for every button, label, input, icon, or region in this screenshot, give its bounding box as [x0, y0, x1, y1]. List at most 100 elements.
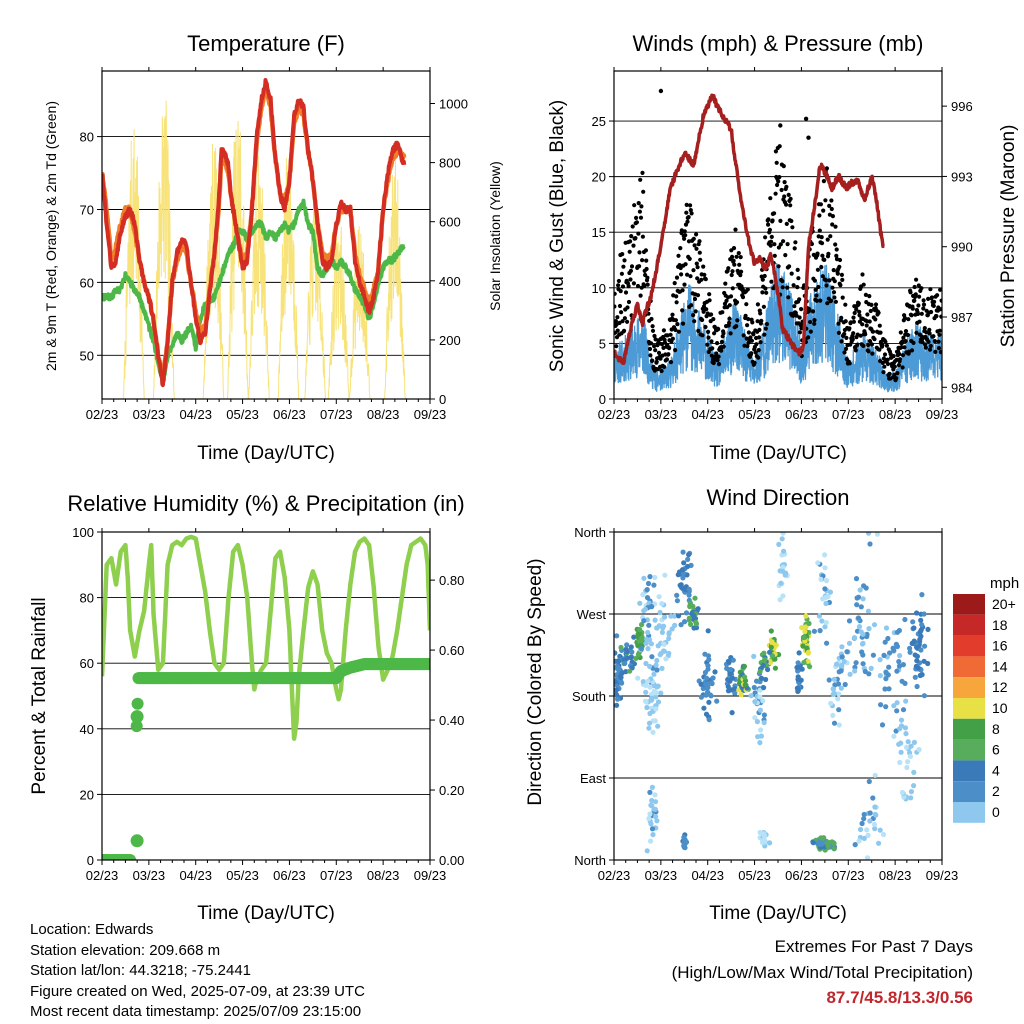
gust-point: [782, 194, 787, 199]
direction-point: [872, 772, 878, 779]
direction-point: [646, 815, 652, 822]
direction-point: [801, 659, 807, 666]
gust-point: [914, 330, 919, 335]
direction-point: [614, 633, 620, 639]
direction-point: [908, 795, 914, 801]
gust-point: [781, 164, 786, 169]
gust-point: [727, 316, 732, 321]
gust-point: [764, 322, 770, 327]
gust-point: [734, 324, 739, 329]
x-tick-label: 06/23: [273, 407, 306, 422]
direction-point: [652, 617, 658, 623]
direction-point: [655, 723, 661, 729]
gust-point: [797, 297, 802, 302]
direction-point: [641, 618, 647, 624]
colorbar-label: 20+: [992, 596, 1016, 612]
latlon-text: Station lat/lon: 44.3218; -75.2441: [30, 962, 252, 979]
gust-point: [895, 371, 900, 376]
gust-point: [691, 313, 696, 318]
gust-point: [705, 342, 710, 347]
direction-point: [899, 789, 906, 796]
gust-point: [619, 310, 624, 315]
gust-point: [674, 294, 679, 299]
gust-point: [837, 264, 842, 269]
gust-point: [649, 316, 654, 322]
gust-point: [695, 293, 701, 298]
gust-point: [853, 348, 858, 353]
gust-point: [703, 277, 708, 282]
direction-point: [708, 693, 714, 699]
gust-point: [815, 267, 821, 272]
direction-point: [915, 665, 921, 671]
direction-point: [617, 653, 623, 659]
gust-point: [673, 327, 678, 333]
direction-point: [690, 612, 696, 618]
gust-point: [926, 296, 931, 301]
gust-point: [776, 179, 781, 184]
gust-point: [844, 335, 849, 340]
gust-point: [673, 318, 679, 323]
direction-point: [864, 855, 871, 860]
gust-point: [728, 331, 733, 336]
gust-point: [869, 302, 874, 307]
direction-point: [678, 622, 684, 628]
direction-point: [780, 593, 786, 599]
gust-point: [897, 352, 902, 357]
gust-point: [664, 357, 670, 362]
gust-point: [614, 304, 617, 309]
gust-point: [628, 277, 633, 282]
humidity-ylabel-left: Percent & Total Rainfall: [29, 597, 50, 794]
direction-point: [644, 587, 650, 593]
gust-point: [863, 292, 869, 297]
direction-panel: Wind Direction Direction (Colored By Spe…: [525, 485, 1019, 924]
colorbar-label: 18: [992, 617, 1008, 633]
direction-point: [698, 681, 704, 687]
gust-point: [788, 196, 793, 201]
direction-point: [836, 691, 842, 697]
direction-point: [903, 698, 909, 704]
gust-point: [824, 278, 829, 283]
gust-point: [786, 295, 791, 300]
direction-point: [698, 694, 705, 700]
direction-point: [614, 692, 620, 698]
gust-point: [728, 294, 734, 299]
gust-point: [896, 363, 902, 368]
direction-point: [822, 565, 828, 571]
gust-point: [631, 281, 637, 286]
gust-point: [932, 339, 938, 344]
gust-point: [861, 282, 866, 287]
gust-point: [694, 232, 699, 237]
gust-point: [789, 271, 794, 276]
direction-point: [705, 653, 712, 659]
gust-point: [626, 299, 632, 305]
colorbar-label: 10: [992, 700, 1008, 716]
gust-point: [629, 234, 634, 239]
colorbar-swatch: [953, 677, 985, 698]
direction-point: [802, 629, 808, 635]
y-tick-label: 20: [80, 787, 94, 802]
gust-point: [856, 301, 861, 306]
direction-point: [794, 664, 800, 671]
gust-point: [821, 208, 826, 213]
gust-point: [688, 274, 693, 279]
gust-point: [685, 219, 690, 224]
y-tick-label: North: [574, 525, 606, 540]
winds-title: Winds (mph) & Pressure (mb): [633, 31, 924, 56]
direction-title: Wind Direction: [706, 485, 849, 510]
gust-point: [786, 192, 791, 197]
gust-point: [831, 290, 837, 295]
gust-point: [776, 264, 781, 269]
gust-point: [792, 246, 797, 251]
direction-point: [861, 835, 867, 842]
direction-point: [872, 804, 878, 810]
x-tick-label: 06/23: [785, 868, 818, 883]
relative-humidity-line: [102, 534, 430, 741]
gust-point: [638, 215, 644, 220]
precip-point: [124, 854, 137, 860]
direction-point: [652, 792, 658, 798]
direction-point: [894, 643, 901, 650]
gust-point: [806, 135, 811, 140]
direction-point: [741, 663, 748, 670]
direction-point: [917, 629, 923, 635]
direction-point: [838, 664, 844, 670]
